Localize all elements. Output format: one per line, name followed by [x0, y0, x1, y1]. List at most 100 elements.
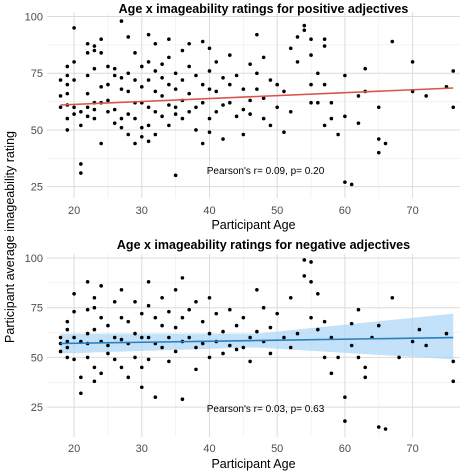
y-tick-label: 75: [31, 68, 43, 80]
data-point: [329, 335, 334, 340]
data-point: [316, 291, 320, 296]
data-point: [207, 355, 212, 360]
data-point: [92, 379, 97, 384]
x-tick-label: 70: [406, 205, 418, 217]
data-point: [329, 100, 334, 105]
data-point: [390, 295, 395, 300]
data-point: [119, 116, 124, 121]
data-point: [349, 343, 354, 348]
data-point: [322, 82, 327, 87]
data-point: [106, 64, 110, 69]
data-point: [228, 53, 232, 57]
data-point: [65, 339, 70, 344]
data-point: [173, 112, 178, 116]
data-point: [146, 32, 151, 37]
data-point: [356, 94, 361, 98]
data-point: [173, 87, 178, 91]
data-point: [167, 82, 171, 87]
data-point: [200, 39, 205, 44]
data-point: [268, 325, 273, 330]
data-point: [85, 91, 90, 96]
data-point: [194, 105, 198, 110]
data-point: [200, 82, 205, 87]
x-tick-label: 70: [406, 443, 418, 455]
data-point: [376, 137, 381, 141]
data-point: [187, 91, 191, 96]
data-point: [153, 41, 158, 46]
data-point: [228, 343, 232, 348]
data-point: [112, 335, 117, 340]
data-point: [214, 311, 219, 316]
data-point: [160, 323, 164, 328]
data-point: [85, 355, 90, 360]
data-point: [173, 173, 178, 178]
data-point: [72, 291, 76, 296]
x-tick-label: 40: [203, 205, 215, 217]
x-tick-label: 60: [339, 205, 351, 217]
data-point: [167, 359, 171, 364]
data-point: [99, 284, 103, 288]
data-point: [295, 331, 300, 336]
data-point: [234, 323, 239, 328]
data-point: [92, 107, 97, 112]
data-point: [72, 60, 76, 64]
data-point: [295, 35, 300, 39]
data-point: [85, 51, 90, 55]
data-point: [275, 82, 279, 87]
data-point: [180, 276, 185, 280]
data-point: [255, 71, 259, 76]
data-point: [92, 365, 97, 370]
data-point: [261, 55, 266, 60]
data-point: [356, 307, 361, 312]
data-point: [126, 71, 131, 76]
data-point: [65, 91, 70, 96]
data-point: [85, 73, 90, 78]
data-point: [79, 162, 83, 166]
data-point: [146, 357, 151, 362]
data-point: [363, 375, 368, 380]
data-point: [221, 75, 225, 80]
data-point: [167, 123, 171, 128]
x-tick-label: 20: [68, 205, 80, 217]
data-point: [349, 182, 354, 187]
panel-1: 20 30 40 50 60 70 25 50 75 100 Pearson's r= 0.09, …: [25, 2, 460, 232]
data-point: [343, 73, 347, 78]
data-point: [316, 327, 320, 332]
data-point: [261, 116, 266, 121]
data-point: [343, 114, 347, 119]
x-tick-label: 30: [136, 443, 148, 455]
data-point: [65, 319, 70, 324]
data-point: [119, 125, 124, 130]
data-point: [167, 103, 171, 107]
data-point: [207, 87, 212, 91]
data-point: [160, 94, 164, 98]
data-point: [295, 60, 300, 64]
x-axis-label: Participant Age: [211, 457, 295, 471]
data-point: [119, 19, 124, 23]
data-point: [72, 26, 76, 30]
data-point: [214, 110, 219, 114]
data-point: [282, 130, 286, 135]
data-point: [282, 89, 286, 94]
regression-line: [60, 336, 454, 345]
data-point: [207, 295, 212, 300]
data-point: [119, 288, 124, 292]
data-point: [112, 107, 117, 112]
data-point: [65, 73, 70, 78]
data-point: [322, 44, 327, 48]
data-point: [119, 315, 124, 320]
data-point: [444, 331, 449, 336]
data-point: [92, 48, 97, 53]
data-point: [85, 41, 90, 46]
data-point: [255, 87, 259, 91]
data-point: [58, 78, 63, 82]
data-point: [241, 315, 246, 320]
data-point: [180, 397, 185, 402]
data-point: [451, 69, 456, 73]
data-point: [241, 107, 246, 112]
data-point: [160, 62, 164, 66]
data-point: [309, 280, 313, 284]
data-point: [316, 71, 320, 76]
data-point: [282, 335, 286, 340]
data-point: [228, 307, 232, 312]
